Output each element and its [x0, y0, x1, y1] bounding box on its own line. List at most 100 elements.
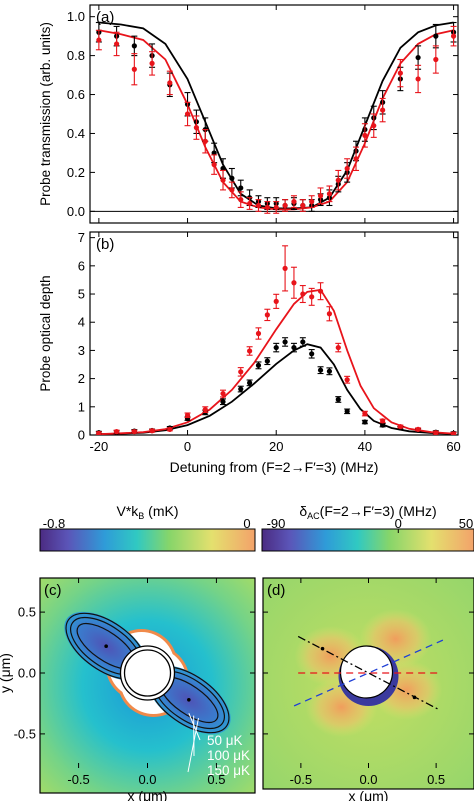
y-tick-label: 6 — [78, 258, 85, 273]
data-point — [131, 43, 137, 49]
data-point — [229, 187, 235, 193]
data-point — [353, 156, 359, 162]
colorbar-tick-label: 0 — [243, 516, 250, 531]
x-axis-label: x (μm) — [349, 788, 389, 801]
data-point — [291, 198, 297, 205]
data-point — [309, 198, 315, 205]
colorbar-tick-label: 0 — [395, 516, 402, 531]
map-area — [263, 578, 474, 789]
data-point — [282, 339, 288, 345]
data-point — [450, 431, 457, 435]
x-tick-label: -20 — [89, 439, 108, 454]
data-point — [149, 60, 155, 66]
data-point — [415, 54, 421, 61]
data-point — [282, 265, 288, 271]
nanostructure-inner — [123, 649, 172, 697]
data-point — [335, 396, 341, 403]
panel-a: 0.0 0.2 0.4 0.6 0.8 1.0 (a) Probe transmission … — [38, 4, 459, 224]
data-point — [309, 294, 315, 300]
y-tick-label: 0.2 — [67, 165, 85, 180]
data-point — [184, 412, 191, 418]
y-axis-label: Probe transmission (arb. units) — [38, 22, 53, 206]
contour-label: 50 μK — [207, 733, 243, 748]
contour-label: 100 μK — [207, 748, 250, 763]
panel-b: -20 0 20 40 60 0 1 2 3 4 5 6 7 (b) Probe optical depth… — [38, 230, 461, 475]
data-point — [264, 312, 270, 318]
x-tick-label: 60 — [446, 439, 460, 454]
data-point — [415, 76, 421, 82]
data-point — [247, 380, 253, 386]
y-tick-label: 0.0 — [18, 666, 36, 681]
y-tick-label: 1 — [78, 399, 85, 414]
data-point — [273, 344, 279, 351]
data-point — [264, 204, 270, 211]
data-point — [264, 358, 270, 364]
data-point — [247, 200, 253, 207]
data-point — [300, 339, 306, 345]
data-point — [326, 368, 333, 374]
panel-label: (c) — [44, 582, 62, 599]
x-tick-label: 40 — [358, 439, 372, 454]
data-point — [220, 390, 226, 397]
data-point — [273, 298, 279, 304]
data-point — [309, 351, 315, 357]
fit-curve-0 — [98, 343, 454, 435]
data-point — [202, 138, 208, 144]
data-point — [317, 288, 324, 294]
x-tick-label: 0.5 — [207, 772, 225, 787]
contour-leader — [188, 713, 201, 741]
x-tick-label: 0.5 — [427, 772, 445, 787]
trap-minimum — [187, 697, 191, 702]
plot-frame — [89, 231, 459, 436]
data-point — [167, 80, 173, 86]
data-point — [326, 191, 333, 197]
polarization-axis-blue — [293, 639, 444, 707]
data-point — [362, 419, 368, 425]
data-point — [211, 162, 217, 168]
data-point — [149, 428, 155, 434]
panel-label: (b) — [96, 236, 114, 253]
fit-curve-1 — [98, 288, 454, 435]
x-tick-label: 20 — [269, 439, 283, 454]
x-axis-label: Detuning from (F=2→F′=3) (MHz) — [170, 459, 379, 475]
data-point — [167, 426, 173, 432]
panel-label: (a) — [96, 9, 114, 26]
data-point — [300, 202, 306, 209]
data-point — [326, 311, 333, 317]
trap-site — [320, 646, 325, 651]
data-point — [255, 330, 262, 337]
contour-label: 150 μK — [207, 763, 250, 778]
data-point — [291, 344, 297, 351]
data-point — [184, 111, 191, 117]
y-tick-label: 4 — [78, 315, 85, 330]
data-point — [229, 175, 235, 181]
data-point — [344, 408, 350, 414]
data-point — [317, 367, 324, 373]
data-point — [433, 56, 439, 63]
colorbar-label: δAC(F=2→F′=3) (MHz) — [299, 503, 436, 521]
data-point — [238, 369, 244, 375]
y-tick-label: 0 — [78, 428, 85, 443]
x-tick-label: -0.5 — [290, 772, 312, 787]
colorbar-tick-label: 50 — [459, 516, 473, 531]
data-point — [193, 125, 200, 131]
data-point — [202, 407, 208, 413]
trap-minimum — [104, 644, 108, 649]
data-point — [380, 418, 386, 424]
data-point — [291, 280, 297, 286]
data-point — [362, 132, 368, 139]
x-tick-label: 0.0 — [359, 772, 377, 787]
y-tick-label: 2 — [78, 371, 85, 386]
colorbar — [261, 528, 474, 552]
data-point — [220, 165, 226, 172]
colorbar-label: V*kB (mK) — [116, 503, 178, 521]
plot-area — [90, 21, 458, 214]
data-point — [433, 430, 439, 435]
data-point — [211, 150, 217, 156]
data-point — [433, 33, 439, 39]
trap-site — [412, 695, 417, 700]
data-point — [300, 291, 306, 297]
data-point — [247, 348, 253, 354]
contour-leader — [187, 717, 199, 773]
